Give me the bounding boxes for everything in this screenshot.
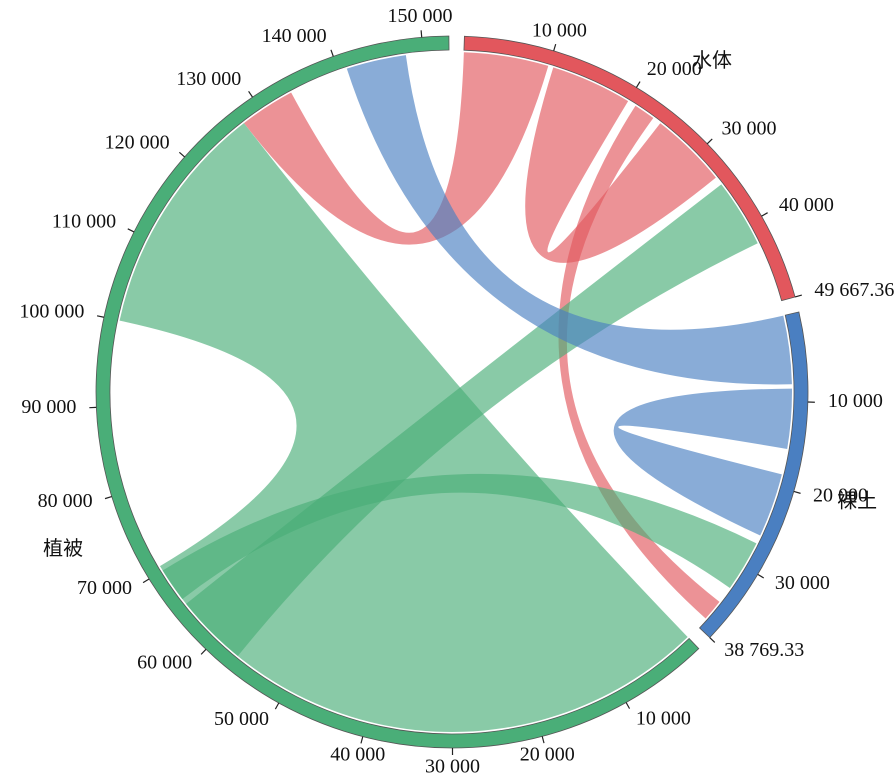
tick-label: 30 000 bbox=[425, 756, 480, 778]
tick-label: 140 000 bbox=[262, 25, 327, 47]
group-arc bbox=[463, 35, 796, 302]
tick-mark bbox=[104, 495, 112, 500]
tick-label: 90 000 bbox=[21, 396, 76, 418]
tick-label: 38 769.33 bbox=[724, 639, 804, 661]
tick-label: 10 000 bbox=[636, 708, 691, 730]
tick-mark bbox=[761, 212, 768, 217]
tick-label: 10 000 bbox=[532, 19, 587, 41]
tick-mark bbox=[706, 138, 713, 145]
group-arc bbox=[699, 311, 809, 639]
tick-label: 10 000 bbox=[828, 390, 883, 412]
ribbon bbox=[119, 123, 688, 732]
tick-label: 30 000 bbox=[775, 572, 830, 594]
tick-label: 20 000 bbox=[813, 485, 868, 507]
tick-mark bbox=[420, 30, 423, 38]
tick-mark bbox=[178, 151, 186, 158]
tick-mark bbox=[709, 637, 716, 643]
tick-mark bbox=[248, 91, 254, 98]
group-label: 裸土 bbox=[837, 490, 877, 513]
tick-mark bbox=[625, 702, 631, 709]
tick-label: 100 000 bbox=[19, 301, 84, 323]
tick-label: 20 000 bbox=[647, 58, 702, 80]
ribbon bbox=[162, 473, 757, 600]
tick-label: 150 000 bbox=[388, 5, 453, 27]
tick-mark bbox=[200, 648, 207, 655]
tick-mark bbox=[794, 294, 802, 298]
tick-mark bbox=[96, 315, 105, 318]
tick-label: 120 000 bbox=[105, 131, 170, 153]
ribbon bbox=[346, 55, 792, 385]
tick-label: 110 000 bbox=[52, 211, 116, 233]
tick-label: 40 000 bbox=[779, 194, 834, 216]
ribbon bbox=[613, 388, 792, 536]
tick-label: 40 000 bbox=[330, 744, 385, 766]
tick-label: 50 000 bbox=[214, 708, 269, 730]
ribbon bbox=[243, 52, 549, 245]
tick-label: 70 000 bbox=[77, 577, 132, 599]
tick-mark bbox=[330, 49, 334, 57]
group-label: 植被 bbox=[43, 537, 83, 560]
tick-mark bbox=[757, 573, 765, 579]
group-label: 水体 bbox=[692, 49, 732, 72]
tick-mark bbox=[127, 228, 135, 233]
tick-label: 49 667.36 bbox=[814, 279, 894, 301]
tick-label: 30 000 bbox=[722, 117, 777, 139]
ribbon bbox=[525, 67, 716, 263]
tick-mark bbox=[360, 736, 364, 744]
tick-mark bbox=[553, 43, 557, 52]
tick-mark bbox=[793, 490, 801, 494]
group-arc bbox=[95, 35, 700, 749]
tick-label: 130 000 bbox=[176, 68, 241, 90]
tick-mark bbox=[635, 81, 641, 88]
tick-mark bbox=[142, 578, 150, 584]
tick-label: 80 000 bbox=[38, 490, 93, 512]
tick-label: 20 000 bbox=[520, 743, 575, 765]
tick-mark bbox=[274, 702, 280, 710]
tick-mark bbox=[541, 736, 545, 744]
tick-label: 60 000 bbox=[137, 651, 192, 673]
